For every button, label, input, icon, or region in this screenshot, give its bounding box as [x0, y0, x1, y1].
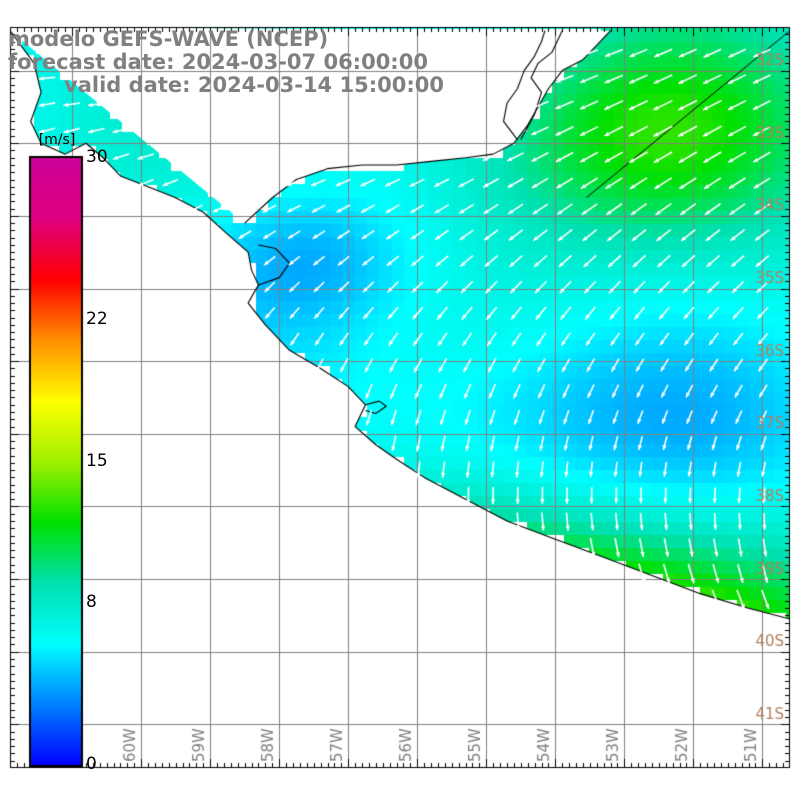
colorbar-tick-15: 15: [86, 450, 108, 471]
colorbar-tick-0: 0: [86, 754, 97, 774]
colorbar-tick-22: 22: [86, 308, 108, 329]
colorbar-tick-8: 8: [86, 592, 97, 613]
colorbar-tick-30: 30: [86, 147, 108, 167]
colorbar-unit-label: [m/s]: [38, 132, 76, 148]
